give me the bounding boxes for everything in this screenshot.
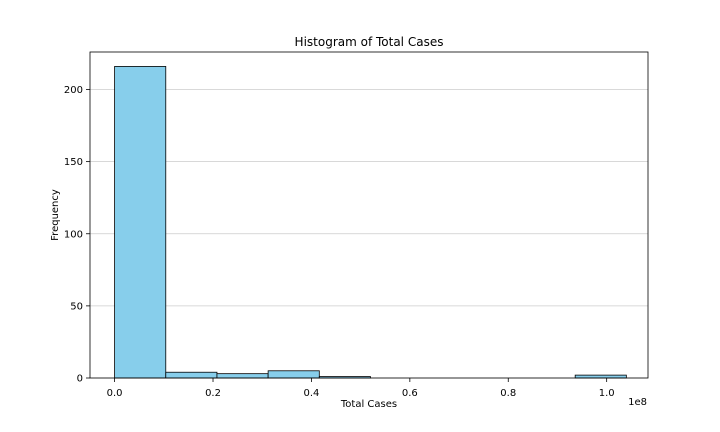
y-tick-label: 100 — [64, 229, 83, 240]
y-axis-label: Frequency — [50, 189, 61, 241]
histogram-bar — [216, 373, 269, 379]
plot-area-frame — [89, 51, 649, 379]
x-tick-label: 1.0 — [599, 388, 615, 399]
x-axis-label: Total Cases — [340, 399, 397, 410]
x-tick-label: 0.8 — [500, 388, 516, 399]
y-tick-label: 200 — [64, 85, 83, 96]
y-axis-ticks: 0 50 100 150 200 — [64, 85, 90, 385]
x-axis-ticks: 0.0 0.2 0.4 0.6 0.8 1.0 — [107, 378, 615, 399]
x-tick-label: 0.0 — [107, 388, 123, 399]
histogram-bar — [574, 374, 627, 379]
x-axis-scale-note: 1e8 — [628, 397, 647, 408]
x-tick-label: 0.4 — [303, 388, 319, 399]
y-tick-label: 50 — [70, 301, 83, 312]
chart-title: Histogram of Total Cases — [295, 35, 444, 49]
histogram-bar — [114, 66, 167, 379]
histogram-bar — [267, 370, 320, 379]
x-tick-label: 0.2 — [205, 388, 221, 399]
y-tick-label: 150 — [64, 157, 83, 168]
y-tick-label: 0 — [77, 374, 83, 385]
histogram-bar — [165, 371, 218, 379]
x-tick-label: 0.6 — [402, 388, 418, 399]
